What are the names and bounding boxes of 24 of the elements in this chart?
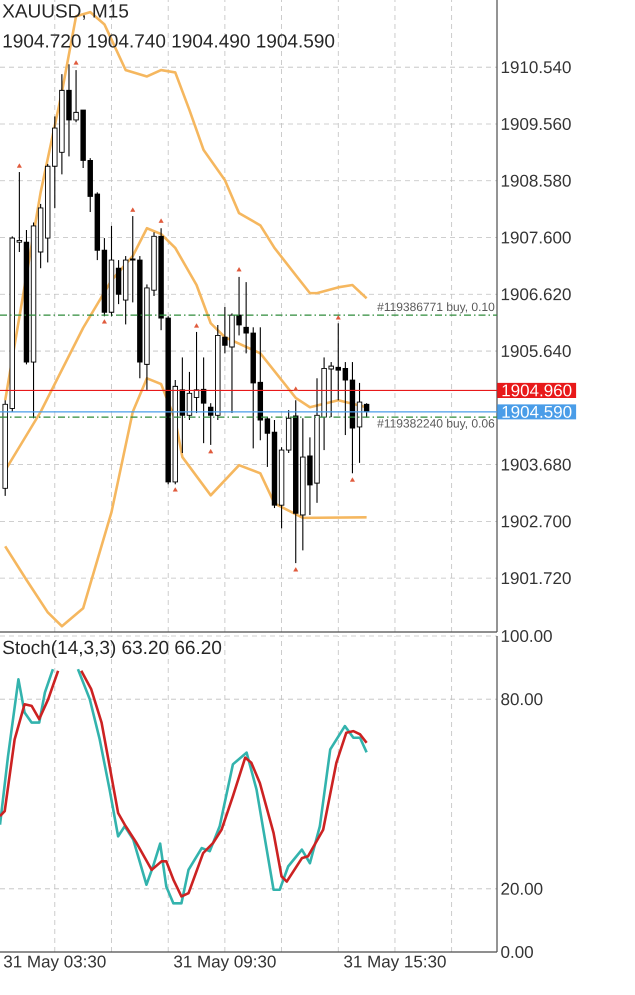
y-tick-label: 1905.640 bbox=[502, 345, 571, 358]
x-tick-label: 31 May 09:30 bbox=[174, 956, 276, 971]
y-tick-label: 1908.580 bbox=[502, 174, 571, 187]
ref-line-label: 1904.590 bbox=[502, 406, 572, 418]
ref-line-label: #119386771 buy, 0.10 bbox=[377, 302, 494, 314]
y-tick-label: 1901.720 bbox=[502, 572, 571, 584]
x-tick-label: 31 May 03:30 bbox=[4, 956, 106, 971]
x-tick-label: 31 May 15:30 bbox=[344, 956, 446, 971]
ref-line-label: #119382240 buy, 0.06 bbox=[377, 418, 494, 430]
y-tick-label: 80.00 bbox=[501, 693, 542, 706]
y-tick-label: 1907.600 bbox=[502, 231, 571, 244]
y-tick-label: 100.00 bbox=[502, 630, 552, 642]
chart-title: Stoch(14,3,3) 63.20 66.20 bbox=[3, 640, 222, 658]
y-tick-label: 0.00 bbox=[501, 946, 533, 958]
chart-title: XAUUSD, M15 bbox=[2, 4, 128, 20]
y-tick-label: 1910.540 bbox=[502, 61, 571, 74]
candlestick bbox=[364, 402, 370, 418]
y-tick-label: 1902.700 bbox=[502, 515, 571, 528]
y-tick-label: 1909.560 bbox=[502, 118, 571, 130]
candlestick bbox=[236, 276, 242, 336]
y-tick-label: 1906.620 bbox=[502, 288, 571, 300]
ref-line-label: 1904.960 bbox=[502, 384, 572, 396]
y-tick-label: 1903.680 bbox=[502, 458, 571, 471]
y-tick-label: 20.00 bbox=[501, 882, 542, 895]
